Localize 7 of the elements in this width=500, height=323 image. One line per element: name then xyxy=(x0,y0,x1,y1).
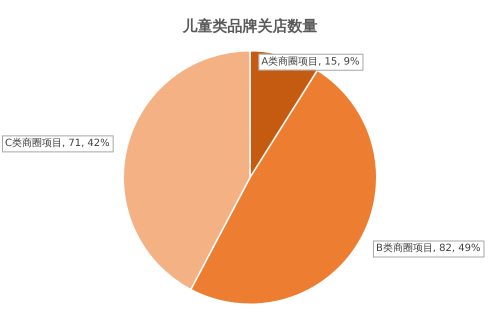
data-label: , 71, 42% xyxy=(62,138,110,149)
slice-label: C类商圈项目 xyxy=(5,136,62,149)
slice-label: B类商圈项目 xyxy=(376,242,433,254)
data-label: , 82, 49% xyxy=(432,243,480,254)
slice-label: A类商圈项目 xyxy=(261,55,318,68)
chart-title: 儿童类品牌关店数量 xyxy=(182,16,318,35)
data-label: , 15, 9% xyxy=(318,56,360,68)
